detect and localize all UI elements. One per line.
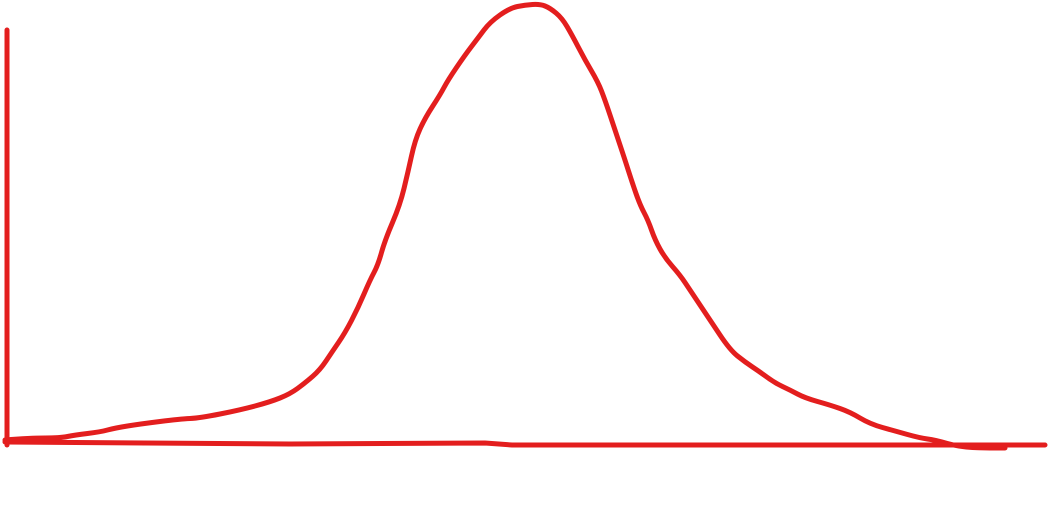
bell-curve-line [2, 1, 1008, 451]
horizontal-axis-line [2, 439, 1048, 448]
